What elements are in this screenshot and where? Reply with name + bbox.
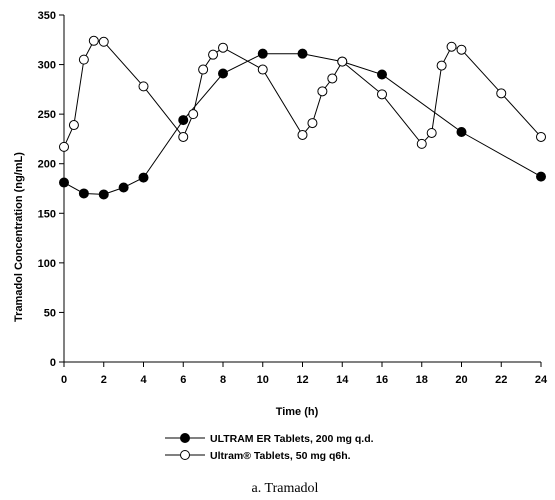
y-tick-label: 350: [38, 10, 56, 22]
data-point: [456, 44, 467, 55]
data-point: [198, 64, 209, 75]
x-tick-label: 22: [495, 374, 507, 386]
data-point: [456, 126, 467, 137]
data-point: [297, 129, 308, 140]
legend-marker: [180, 433, 190, 443]
data-point: [78, 54, 89, 65]
data-point: [118, 182, 129, 193]
data-point: [337, 56, 348, 67]
series-1: [59, 48, 546, 200]
data-point: [307, 118, 318, 129]
data-point: [327, 73, 338, 84]
x-tick-label: 4: [140, 374, 147, 386]
data-point: [59, 141, 69, 152]
x-tick-label: 16: [376, 374, 388, 386]
data-point: [78, 188, 89, 199]
data-point: [446, 41, 457, 52]
legend: ULTRAM ER Tablets, 200 mg q.d. Ultram® Ta…: [165, 433, 374, 462]
data-point: [188, 109, 199, 120]
x-tick-label: 2: [101, 374, 107, 386]
data-point: [496, 88, 507, 99]
legend-item: ULTRAM ER Tablets, 200 mg q.d.: [165, 433, 374, 445]
x-tick-label: 8: [220, 374, 226, 386]
y-tick-label: 150: [38, 208, 56, 220]
y-tick-label: 0: [50, 357, 56, 369]
data-point: [98, 189, 109, 200]
data-point: [208, 49, 219, 60]
y-tick-label: 250: [38, 109, 56, 121]
figure-caption: a. Tramadol: [252, 481, 319, 496]
data-point: [436, 60, 447, 71]
x-tick-label: 0: [61, 374, 67, 386]
legend-item: Ultram® Tablets, 50 mg q6h.: [165, 450, 351, 462]
data-point: [88, 35, 99, 46]
x-axis-title: Time (h): [276, 406, 319, 418]
data-point: [218, 68, 228, 79]
data-point: [178, 115, 189, 126]
series-line: [63, 53, 542, 195]
y-axis-title: Tramadol Concentration (ng/mL): [13, 152, 25, 322]
x-tick-label: 14: [336, 374, 349, 386]
data-point: [426, 127, 437, 138]
data-point: [257, 48, 268, 59]
y-tick-label: 100: [38, 258, 56, 270]
x-tick-label: 20: [455, 374, 467, 386]
legend-label: Ultram® Tablets, 50 mg q6h.: [210, 450, 351, 462]
data-point: [317, 86, 328, 97]
x-tick-label: 24: [535, 374, 548, 386]
y-tick-label: 50: [44, 307, 56, 319]
data-point: [416, 138, 427, 149]
data-point: [377, 69, 387, 80]
data-point: [536, 171, 546, 182]
y-tick-label: 300: [38, 60, 56, 72]
data-point: [68, 120, 79, 131]
y-tick-label: 200: [38, 159, 56, 171]
data-point: [218, 42, 228, 53]
data-point: [59, 177, 69, 188]
x-tick-label: 10: [257, 374, 269, 386]
data-point: [536, 131, 546, 142]
data-point: [98, 36, 109, 47]
data-point: [297, 48, 308, 59]
series-2: [59, 35, 546, 152]
legend-label: ULTRAM ER Tablets, 200 mg q.d.: [210, 433, 374, 445]
x-tick-label: 12: [296, 374, 308, 386]
series-layer: [59, 35, 546, 200]
x-tick-label: 18: [416, 374, 428, 386]
data-point: [138, 172, 149, 183]
legend-marker: [180, 450, 190, 460]
data-point: [138, 81, 149, 92]
data-point: [178, 131, 189, 142]
x-tick-label: 6: [180, 374, 186, 386]
data-point: [257, 64, 268, 75]
data-point: [377, 89, 387, 100]
